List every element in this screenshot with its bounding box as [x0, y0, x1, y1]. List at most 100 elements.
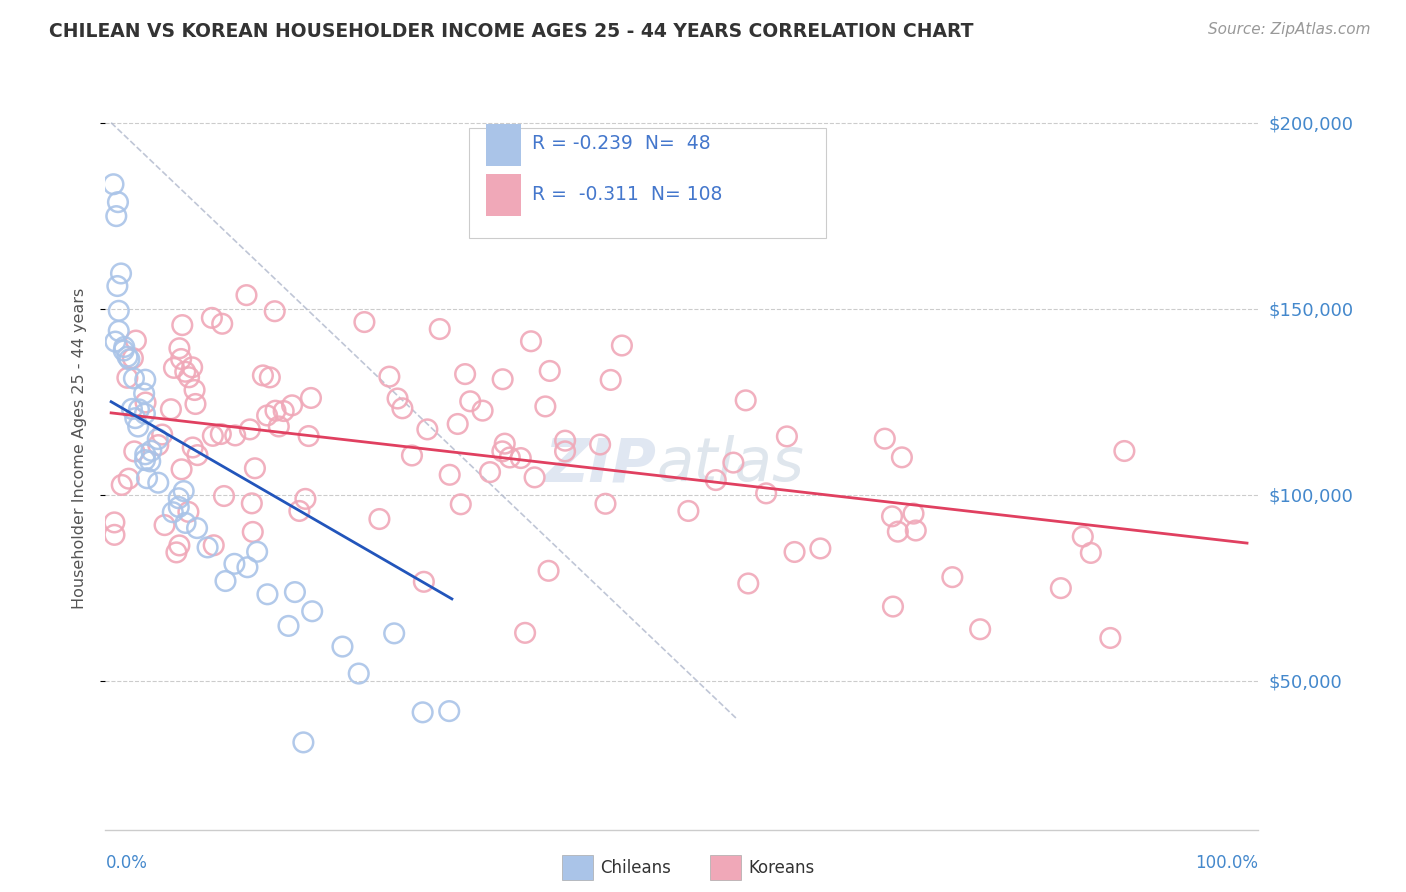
- Point: [174, 516, 197, 530]
- Point: [554, 434, 576, 448]
- Point: [103, 528, 125, 542]
- Point: [273, 404, 295, 418]
- Point: [737, 576, 759, 591]
- Point: [429, 322, 451, 336]
- Point: [122, 351, 145, 365]
- Point: [170, 462, 193, 476]
- Point: [292, 735, 315, 749]
- Point: [447, 417, 470, 431]
- Point: [150, 427, 173, 442]
- Point: [214, 574, 236, 588]
- Y-axis label: Householder Income Ages 25 - 44 years: Householder Income Ages 25 - 44 years: [72, 287, 87, 609]
- Point: [904, 524, 927, 538]
- Point: [299, 391, 322, 405]
- Point: [589, 437, 612, 451]
- Point: [197, 541, 219, 555]
- Point: [368, 512, 391, 526]
- Text: R = -0.239  N=  48: R = -0.239 N= 48: [531, 134, 710, 153]
- Point: [181, 360, 204, 375]
- Point: [128, 402, 150, 417]
- Point: [387, 392, 409, 406]
- Point: [211, 317, 233, 331]
- Point: [139, 454, 162, 468]
- Point: [134, 373, 156, 387]
- Text: 100.0%: 100.0%: [1195, 854, 1258, 871]
- Point: [259, 370, 281, 384]
- Point: [224, 428, 246, 442]
- Text: atlas: atlas: [657, 435, 804, 494]
- Point: [236, 560, 259, 574]
- Text: ZIP: ZIP: [544, 435, 657, 494]
- Point: [382, 626, 405, 640]
- Point: [941, 570, 963, 584]
- Point: [599, 373, 621, 387]
- Text: CHILEAN VS KOREAN HOUSEHOLDER INCOME AGES 25 - 44 YEARS CORRELATION CHART: CHILEAN VS KOREAN HOUSEHOLDER INCOME AGE…: [49, 22, 974, 41]
- Point: [298, 429, 321, 443]
- Point: [235, 288, 257, 302]
- Point: [256, 587, 278, 601]
- Point: [165, 545, 187, 559]
- Point: [103, 516, 125, 530]
- Point: [177, 370, 200, 384]
- Point: [110, 267, 132, 281]
- Text: Koreans: Koreans: [748, 859, 814, 877]
- Point: [239, 422, 262, 436]
- Point: [174, 365, 197, 379]
- Point: [202, 538, 225, 552]
- Point: [112, 340, 135, 354]
- Point: [173, 484, 195, 499]
- Point: [513, 625, 536, 640]
- Point: [117, 350, 139, 364]
- Point: [332, 640, 354, 654]
- FancyBboxPatch shape: [468, 128, 827, 238]
- Bar: [486, 124, 520, 166]
- Point: [1114, 444, 1136, 458]
- Point: [903, 507, 925, 521]
- Point: [595, 497, 617, 511]
- Point: [242, 524, 264, 539]
- Point: [162, 505, 184, 519]
- Point: [118, 352, 141, 367]
- Point: [177, 505, 200, 519]
- Point: [1050, 581, 1073, 595]
- Point: [882, 599, 904, 614]
- Point: [439, 467, 461, 482]
- Point: [391, 401, 413, 416]
- Point: [135, 395, 157, 409]
- Point: [105, 209, 128, 223]
- Point: [103, 178, 125, 192]
- Text: Chileans: Chileans: [600, 859, 671, 877]
- Point: [243, 461, 266, 475]
- Point: [610, 338, 633, 352]
- Point: [146, 432, 169, 446]
- Point: [124, 411, 146, 425]
- Point: [121, 401, 143, 416]
- Point: [288, 504, 311, 518]
- Point: [880, 509, 903, 524]
- Point: [704, 473, 727, 487]
- Point: [117, 371, 139, 385]
- Point: [534, 400, 557, 414]
- Point: [509, 451, 531, 466]
- Point: [201, 429, 224, 443]
- Point: [246, 545, 269, 559]
- Point: [281, 398, 304, 412]
- Point: [294, 491, 316, 506]
- Bar: [486, 174, 520, 216]
- Point: [170, 351, 193, 366]
- Point: [678, 504, 700, 518]
- Point: [163, 360, 186, 375]
- Point: [186, 448, 208, 462]
- Point: [347, 666, 370, 681]
- Point: [153, 518, 176, 533]
- Point: [450, 497, 472, 511]
- Point: [263, 304, 285, 318]
- Point: [277, 619, 299, 633]
- Point: [134, 386, 156, 401]
- Point: [378, 369, 401, 384]
- Point: [439, 704, 461, 718]
- Point: [184, 397, 207, 411]
- Point: [186, 521, 208, 535]
- Point: [520, 334, 543, 349]
- Point: [224, 557, 246, 571]
